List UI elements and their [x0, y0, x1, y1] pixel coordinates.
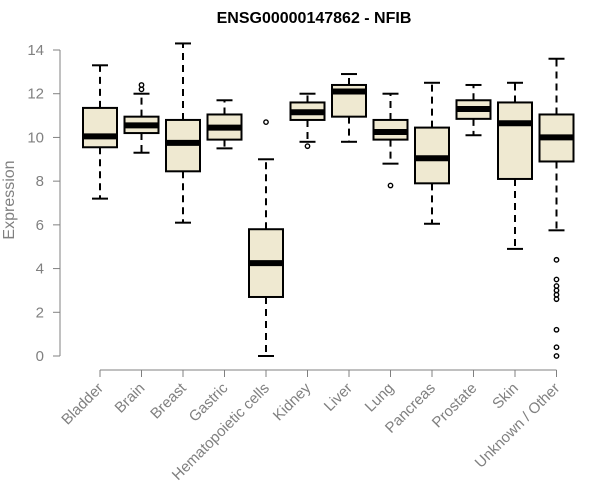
box-unknown-other	[538, 57, 575, 359]
y-axis: 0 2 4 6 8 10 12 14	[27, 42, 61, 365]
box-skin	[497, 81, 533, 250]
x-tick-label-liver: Liver	[321, 380, 356, 415]
box-gastric	[206, 99, 243, 150]
iqr-box	[82, 106, 118, 149]
outlier-point	[553, 296, 560, 303]
y-axis-label: Expression	[1, 160, 18, 239]
outlier-point	[553, 353, 560, 359]
box-brain	[123, 82, 160, 154]
y-tick-label-8: 8	[36, 173, 44, 190]
outlier-point	[387, 182, 394, 189]
iqr-box	[497, 101, 533, 180]
y-tick-label-2: 2	[36, 304, 44, 321]
box-prostate	[455, 83, 492, 137]
outlier-point	[553, 276, 560, 283]
box-bladder	[82, 64, 118, 200]
outlier-point	[138, 82, 145, 88]
chart-title: ENSG00000147862 - NFIB	[217, 10, 412, 27]
box-pancreas	[414, 81, 450, 225]
x-tick-label-lung: Lung	[362, 380, 398, 416]
y-tick-label-10: 10	[27, 129, 44, 146]
x-tick-label-bladder: Bladder	[58, 380, 107, 429]
outlier-point	[263, 119, 269, 126]
y-tick-label-6: 6	[36, 217, 44, 234]
outlier-point	[553, 344, 560, 351]
box-hematopoietic-cells	[248, 119, 284, 357]
outlier-point	[553, 326, 560, 333]
y-tick-label-12: 12	[27, 86, 44, 103]
outlier-point	[304, 143, 311, 150]
x-tick-label-breast: Breast	[147, 379, 190, 422]
box-breast	[165, 42, 201, 224]
box-liver	[331, 73, 367, 143]
x-tick-label-kidney: Kidney	[270, 379, 315, 424]
box-series	[82, 42, 575, 359]
box-kidney	[289, 92, 326, 150]
x-tick-label-prostate: Prostate	[429, 380, 481, 432]
outlier-point	[553, 256, 560, 263]
y-tick-label-4: 4	[36, 261, 44, 278]
y-tick-label-14: 14	[27, 42, 44, 59]
x-tick-label-skin: Skin	[489, 380, 522, 413]
y-tick-label-0: 0	[36, 348, 44, 365]
x-tick-label-brain: Brain	[112, 380, 149, 417]
box-lung	[372, 92, 409, 189]
